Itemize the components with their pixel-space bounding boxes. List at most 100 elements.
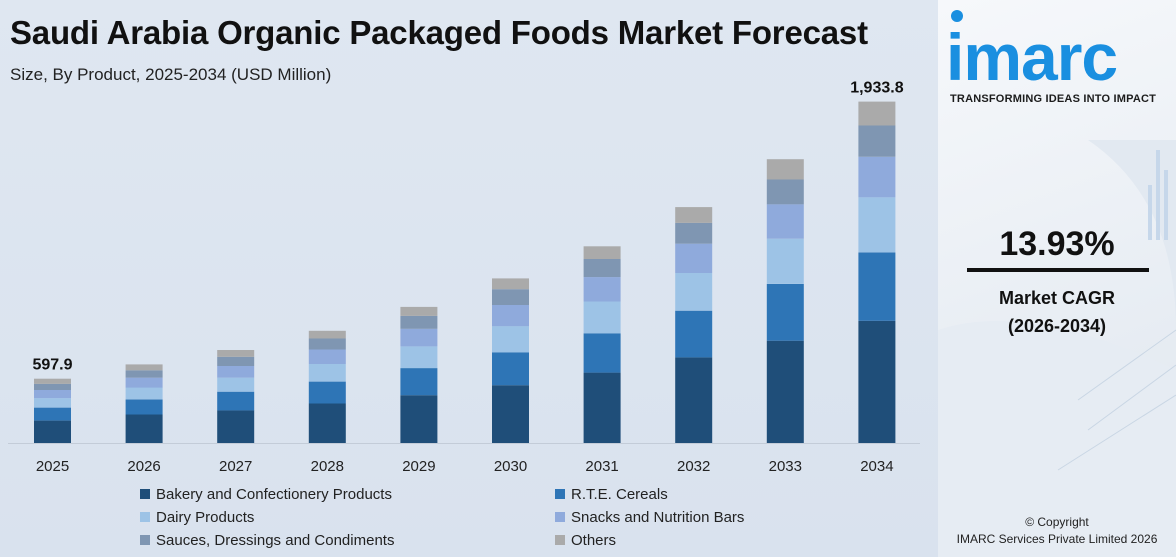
bar-segment-2031-series-3 [583,301,621,334]
bar-segment-2030-series-4 [492,305,529,327]
bar-segment-2026-series-1 [125,414,163,443]
bar-segment-2033-series-2 [766,284,804,341]
bar-segment-2027-series-6 [217,350,255,357]
bar-segment-2025-series-2 [34,407,71,421]
bar-segment-2027-series-4 [217,366,255,378]
x-tick-label-2030: 2030 [494,458,527,475]
bar-segment-2029-series-3 [400,346,438,369]
bar-segment-2028-series-5 [308,338,346,350]
bar-segment-2033-series-1 [766,340,804,443]
x-tick-label-2034: 2034 [860,458,893,475]
x-tick-label-2025: 2025 [36,458,69,475]
bar-segment-2026-series-6 [125,364,163,371]
bar-segment-2029-series-2 [400,368,438,396]
side-panel: imarc TRANSFORMING IDEAS INTO IMPACT 13.… [938,0,1176,557]
bar-segment-2027-series-2 [217,391,255,411]
chart-title: Saudi Arabia Organic Packaged Foods Mark… [10,14,868,51]
bar-segment-2030-series-2 [492,352,529,386]
bar-segment-2027-series-5 [217,356,255,366]
copyright-line2: IMARC Services Private Limited 2026 [956,532,1158,546]
legend-swatch [555,535,565,545]
bar-segment-2032-series-6 [675,207,713,223]
bar-segment-2028-series-1 [308,403,346,443]
bar-segment-2025-series-1 [34,420,71,443]
x-tick-label-2027: 2027 [219,458,252,475]
bar-segment-2031-series-5 [583,259,621,278]
bar-segment-2031-series-1 [583,372,621,443]
legend-item-2: R.T.E. Cereals [555,485,780,503]
x-tick-label-2029: 2029 [402,458,435,475]
cagr-label: Market CAGR (2026-2034) [938,284,1176,340]
bar-segment-2026-series-3 [125,387,163,400]
legend-item-6: Others [555,531,780,549]
legend-swatch [140,535,150,545]
bar-segment-2026-series-5 [125,370,163,378]
bar-segment-2032-series-2 [675,310,713,358]
legend-swatch [555,489,565,499]
bar-segment-2034-series-4 [858,156,896,198]
bar-segment-2028-series-2 [308,381,346,404]
legend-label: Bakery and Confectionery Products [156,485,392,503]
x-tick-label-2031: 2031 [585,458,618,475]
bar-segment-2026-series-2 [125,399,163,415]
cagr-divider [967,268,1149,272]
legend-item-1: Bakery and Confectionery Products [140,485,555,503]
bar-segment-2033-series-5 [766,179,804,205]
bar-segment-2029-series-6 [400,306,438,316]
bar-segment-2034-series-6 [858,101,896,126]
bar-segment-2033-series-6 [766,159,804,180]
bar-segment-2034-series-3 [858,197,896,253]
bar-segment-2027-series-3 [217,377,255,392]
bar-segment-2030-series-3 [492,326,529,353]
bar-segment-2025-series-6 [34,378,71,384]
bar-segment-2025-series-4 [34,390,71,399]
stacked-bar-chart: 2025 597.9 2026 2027 2028 2029 2030 2031 2032 203… [8,80,920,475]
bar-segment-2028-series-6 [308,330,346,339]
bar-segment-2032-series-3 [675,273,713,311]
legend-swatch [140,489,150,499]
legend-item-4: Snacks and Nutrition Bars [555,508,780,526]
total-label-2025: 597.9 [32,357,72,374]
bar-segment-2032-series-5 [675,222,713,244]
x-tick-label-2028: 2028 [311,458,344,475]
bar-segment-2033-series-4 [766,204,804,239]
cagr-value: 13.93% [999,225,1115,263]
bar-segment-2034-series-1 [858,320,896,443]
bar-segment-2029-series-1 [400,395,438,443]
legend-label: Dairy Products [156,508,255,526]
decorative-background-graphic [938,140,1176,557]
bar-segment-2031-series-2 [583,333,621,373]
bar-segment-2027-series-1 [217,410,255,443]
total-label-2034: 1,933.8 [850,80,903,97]
bar-segment-2030-series-1 [492,385,529,443]
legend-swatch [140,512,150,522]
bar-segment-2025-series-3 [34,398,71,408]
legend-label: R.T.E. Cereals [571,485,668,503]
copyright-line1: © Copyright [1025,515,1089,529]
legend-label: Sauces, Dressings and Condiments [156,531,395,549]
x-tick-label-2026: 2026 [127,458,160,475]
imarc-logo: imarc [946,20,1118,94]
logo-tagline: TRANSFORMING IDEAS INTO IMPACT [950,93,1157,105]
bar-segment-2029-series-4 [400,328,438,347]
copyright: © Copyright IMARC Services Private Limit… [938,514,1176,548]
bar-segment-2032-series-1 [675,357,713,443]
bar-segment-2029-series-5 [400,315,438,329]
chart-legend: Bakery and Confectionery Products R.T.E. … [140,485,780,549]
cagr-label-line1: Market CAGR [998,288,1116,308]
bar-segment-2025-series-5 [34,383,71,390]
bar-segment-2032-series-4 [675,243,713,273]
bar-segment-2026-series-4 [125,377,163,388]
legend-label: Others [571,531,617,549]
bar-segment-2030-series-6 [492,278,529,290]
bar-segment-2028-series-3 [308,364,346,382]
legend-item-3: Dairy Products [140,508,555,526]
cagr-label-line2: (2026-2034) [1007,316,1107,336]
bar-segment-2031-series-6 [583,246,621,259]
bar-segment-2031-series-4 [583,277,621,302]
legend-label: Snacks and Nutrition Bars [571,508,745,526]
logo-dot [951,10,963,22]
bar-segment-2034-series-2 [858,252,896,321]
bar-segment-2033-series-3 [766,238,804,284]
legend-swatch [555,512,565,522]
